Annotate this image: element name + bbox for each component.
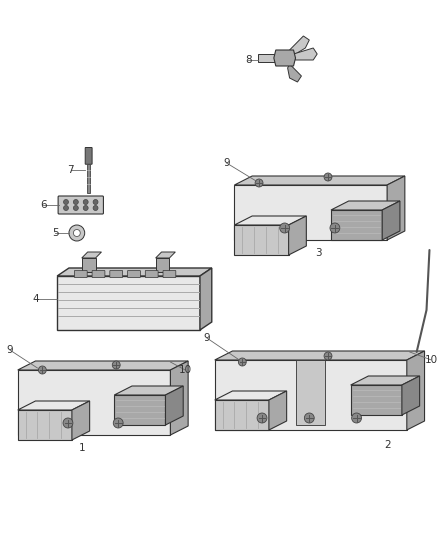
Polygon shape (215, 400, 269, 430)
Polygon shape (296, 360, 325, 425)
Polygon shape (215, 360, 407, 430)
Polygon shape (234, 176, 405, 185)
Text: 4: 4 (32, 294, 39, 304)
Circle shape (93, 199, 98, 205)
Text: 9: 9 (204, 333, 210, 343)
FancyBboxPatch shape (85, 148, 92, 164)
Text: 7: 7 (67, 165, 74, 175)
Polygon shape (82, 252, 102, 258)
Circle shape (69, 225, 85, 241)
Circle shape (352, 413, 361, 423)
Polygon shape (290, 36, 309, 54)
Circle shape (63, 418, 73, 428)
Polygon shape (407, 351, 424, 430)
Polygon shape (331, 210, 382, 240)
Text: 2: 2 (384, 440, 390, 450)
Polygon shape (331, 201, 400, 210)
Polygon shape (234, 216, 306, 225)
Circle shape (64, 199, 68, 205)
Polygon shape (269, 391, 286, 430)
Polygon shape (114, 386, 183, 395)
Polygon shape (155, 252, 175, 258)
Bar (82, 258, 95, 272)
FancyBboxPatch shape (145, 271, 158, 278)
FancyBboxPatch shape (127, 271, 140, 278)
Circle shape (113, 418, 123, 428)
Circle shape (255, 179, 263, 187)
Polygon shape (351, 385, 402, 415)
Text: 5: 5 (52, 228, 59, 238)
FancyBboxPatch shape (58, 196, 103, 214)
Circle shape (74, 206, 78, 211)
Polygon shape (387, 176, 405, 240)
Text: 9: 9 (223, 158, 230, 168)
Polygon shape (18, 410, 72, 440)
Circle shape (257, 413, 267, 423)
Polygon shape (293, 48, 317, 60)
Polygon shape (170, 361, 188, 435)
Polygon shape (200, 268, 212, 330)
Polygon shape (114, 395, 166, 425)
Circle shape (93, 206, 98, 211)
Circle shape (324, 173, 332, 181)
Polygon shape (289, 216, 306, 255)
FancyBboxPatch shape (163, 271, 176, 278)
Polygon shape (57, 276, 200, 330)
Polygon shape (402, 376, 420, 415)
Circle shape (304, 413, 314, 423)
Polygon shape (215, 391, 286, 400)
Text: 10: 10 (425, 355, 438, 365)
FancyBboxPatch shape (74, 271, 87, 278)
Text: 9: 9 (7, 345, 13, 355)
Bar (87, 164, 90, 193)
Polygon shape (215, 351, 424, 360)
Polygon shape (166, 386, 183, 425)
Polygon shape (18, 370, 170, 435)
Polygon shape (274, 50, 296, 66)
Polygon shape (72, 401, 90, 440)
Polygon shape (258, 54, 278, 62)
Polygon shape (234, 225, 289, 255)
Circle shape (280, 223, 290, 233)
Polygon shape (57, 268, 212, 276)
Circle shape (238, 358, 246, 366)
Text: 8: 8 (245, 55, 251, 65)
Circle shape (112, 361, 120, 369)
Text: 6: 6 (40, 200, 47, 210)
Text: 10: 10 (179, 365, 192, 375)
Circle shape (39, 366, 46, 374)
Circle shape (64, 206, 68, 211)
Circle shape (330, 223, 340, 233)
Text: 3: 3 (315, 248, 321, 258)
Polygon shape (351, 376, 420, 385)
Circle shape (324, 352, 332, 360)
FancyBboxPatch shape (92, 271, 105, 278)
Text: 1: 1 (78, 443, 85, 453)
Polygon shape (288, 64, 301, 82)
Polygon shape (18, 401, 90, 410)
Circle shape (74, 199, 78, 205)
Circle shape (83, 206, 88, 211)
FancyBboxPatch shape (110, 271, 123, 278)
Circle shape (74, 230, 80, 237)
Polygon shape (382, 201, 400, 240)
Bar (155, 258, 170, 272)
Polygon shape (234, 185, 387, 240)
Circle shape (83, 199, 88, 205)
Polygon shape (18, 361, 188, 370)
